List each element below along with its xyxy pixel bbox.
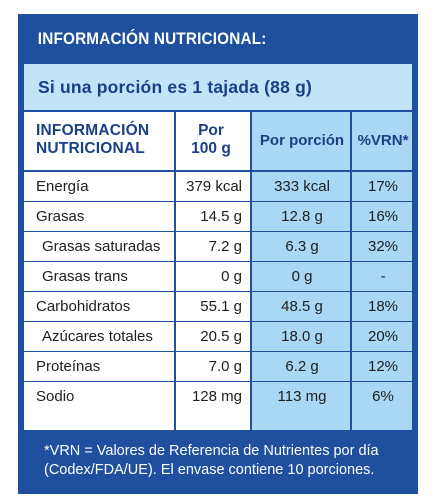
row-divider <box>24 321 412 322</box>
nutrient-name: Azúcares totales <box>42 328 153 345</box>
portion-size-text: Si una porción es 1 tajada (88 g) <box>24 64 412 112</box>
header-divider <box>24 170 412 172</box>
value-per-100g: 14.5 g <box>200 208 242 225</box>
value-vrn: 16% <box>367 208 399 225</box>
column-divider <box>174 112 176 430</box>
header-per-portion: Por porción <box>259 132 345 149</box>
row-divider <box>24 291 412 292</box>
footnote-line2: (Codex/FDA/UE). El envase contiene 10 po… <box>44 462 375 478</box>
value-per-100g: 7.2 g <box>208 238 242 255</box>
nutrient-name: Grasas trans <box>42 268 128 285</box>
value-per-100g: 55.1 g <box>200 298 242 315</box>
value-vrn: 17% <box>367 178 399 195</box>
value-per-portion: 6.3 g <box>285 238 319 255</box>
nutrient-name: Proteínas <box>36 358 101 375</box>
row-divider <box>24 201 412 202</box>
value-per-portion: 12.8 g <box>281 208 323 225</box>
column-divider <box>250 112 252 430</box>
label-title: INFORMACIÓN NUTRICIONAL: <box>37 29 267 48</box>
nutrient-name: Grasas <box>36 208 85 225</box>
value-vrn: 32% <box>367 238 399 255</box>
value-per-100g: 379 kcal <box>186 178 242 195</box>
value-per-portion: 333 kcal <box>274 178 330 195</box>
row-divider <box>24 261 412 262</box>
nutrient-name: Sodio <box>36 388 75 405</box>
header-per100-line2: 100 g <box>191 140 231 157</box>
value-vrn: 18% <box>367 298 399 315</box>
nutrition-label: INFORMACIÓN NUTRICIONAL: Si una porción … <box>18 14 418 494</box>
header-vrn: %VRN* <box>357 132 409 149</box>
header-per-100g: Por 100 g <box>176 122 246 158</box>
value-per-portion: 18.0 g <box>281 328 323 345</box>
value-per-100g: 128 mg <box>191 388 242 405</box>
header-per100-line1: Por <box>198 122 224 139</box>
header-info-line1: INFORMACIÓN <box>36 122 150 139</box>
value-per-100g: 7.0 g <box>208 358 242 375</box>
column-divider <box>350 112 352 430</box>
value-vrn: - <box>380 268 386 285</box>
per-100g-panel <box>24 112 250 430</box>
row-divider <box>24 351 412 352</box>
nutrition-table: Si una porción es 1 tajada (88 g) INFORM… <box>24 64 412 430</box>
value-per-portion: 113 mg <box>277 388 327 405</box>
value-vrn: 12% <box>367 358 399 375</box>
value-per-portion: 48.5 g <box>281 298 323 315</box>
row-divider <box>24 231 412 232</box>
value-vrn: 6% <box>372 388 394 405</box>
value-per-100g: 20.5 g <box>200 328 242 345</box>
value-vrn: 20% <box>367 328 399 345</box>
header-nutrient-info: INFORMACIÓN NUTRICIONAL <box>36 122 149 158</box>
footnote: *VRN = Valores de Referencia de Nutrient… <box>18 430 418 494</box>
nutrient-name: Grasas saturadas <box>42 238 161 255</box>
value-per-100g: 0 g <box>221 268 242 285</box>
nutrient-name: Carbohidratos <box>36 298 131 315</box>
nutrient-name: Energía <box>36 178 89 195</box>
header-info-line2: NUTRICIONAL <box>36 140 145 157</box>
row-divider <box>24 381 412 382</box>
value-per-portion: 6.2 g <box>285 358 319 375</box>
value-per-portion: 0 g <box>291 268 313 285</box>
footnote-line1: *VRN = Valores de Referencia de Nutrient… <box>44 443 379 459</box>
